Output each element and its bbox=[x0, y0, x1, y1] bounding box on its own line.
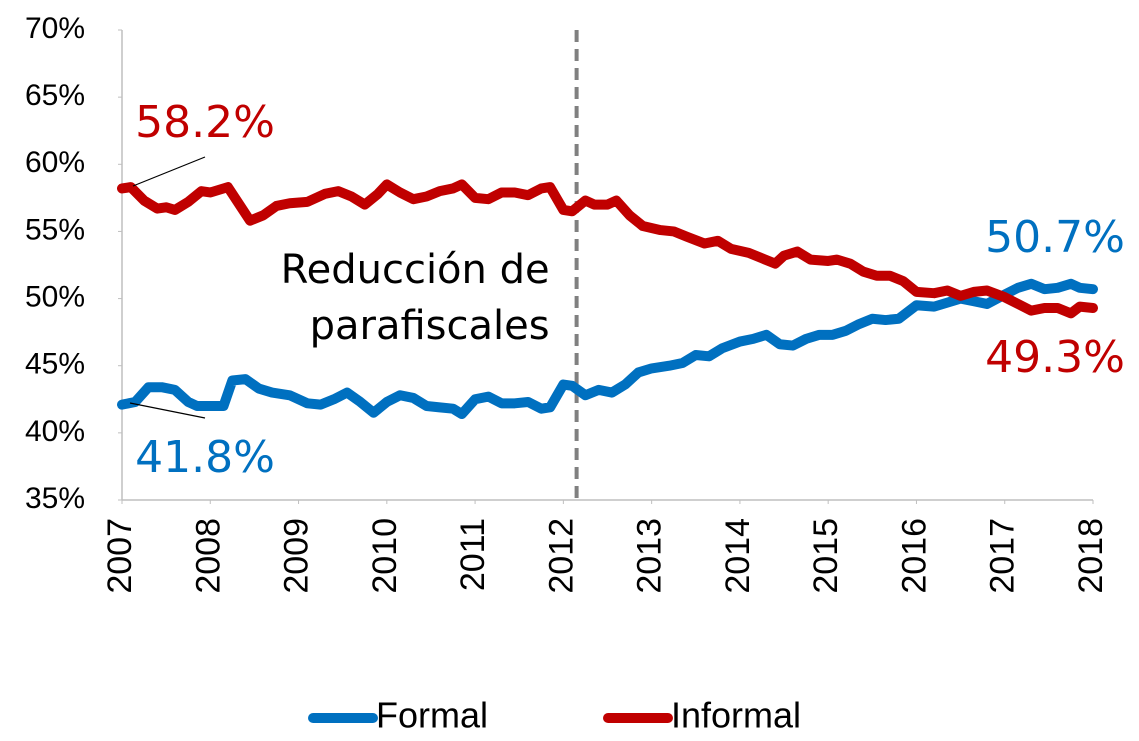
y-tick-label: 35% bbox=[25, 482, 85, 515]
y-tick-label: 60% bbox=[25, 146, 85, 179]
y-tick-label: 50% bbox=[25, 280, 85, 313]
event-label: Reducción de bbox=[281, 247, 550, 293]
y-tick-label: 65% bbox=[25, 79, 85, 112]
y-tick-label: 40% bbox=[25, 415, 85, 448]
series-line bbox=[117, 179, 1098, 319]
x-tick-label: 2013 bbox=[631, 518, 669, 594]
annotation: 41.8% bbox=[135, 432, 275, 483]
x-tick-label: 2015 bbox=[807, 518, 845, 594]
legend-label: Informal bbox=[671, 695, 801, 736]
series-line bbox=[117, 278, 1098, 420]
legend-label: Formal bbox=[376, 695, 488, 736]
x-tick-label: 2008 bbox=[189, 518, 227, 594]
x-tick-label: 2007 bbox=[101, 518, 139, 594]
x-tick-label: 2009 bbox=[278, 518, 316, 594]
x-tick-label: 2011 bbox=[454, 518, 492, 591]
x-tick-label: 2018 bbox=[1072, 518, 1110, 594]
event-label: parafiscales bbox=[310, 303, 550, 349]
leader-line bbox=[132, 156, 206, 187]
x-tick-label: 2017 bbox=[984, 518, 1022, 594]
x-tick-label: 2016 bbox=[895, 518, 933, 594]
annotation: 50.7% bbox=[985, 212, 1125, 263]
y-tick-label: 45% bbox=[25, 348, 85, 381]
annotation: 58.2% bbox=[135, 97, 275, 148]
annotation: 49.3% bbox=[985, 332, 1125, 383]
leader-line bbox=[129, 402, 206, 419]
x-tick-label: 2012 bbox=[542, 518, 580, 594]
x-tick-label: 2014 bbox=[719, 518, 757, 594]
x-tick-label: 2010 bbox=[366, 518, 404, 594]
y-tick-label: 55% bbox=[25, 213, 85, 246]
y-tick-label: 70% bbox=[25, 12, 85, 45]
